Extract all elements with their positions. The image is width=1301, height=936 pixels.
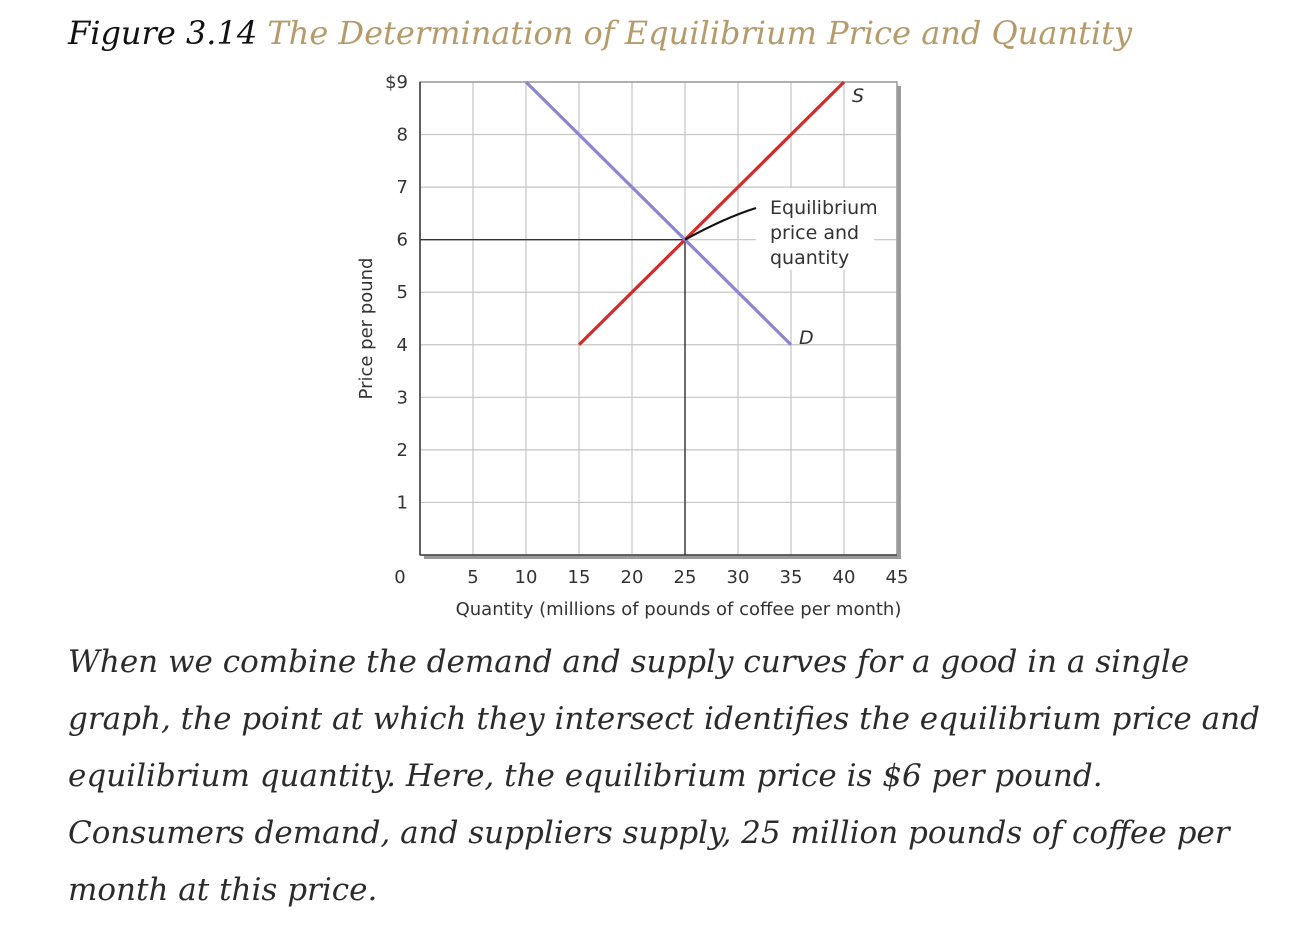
annotation-leader-line <box>684 206 757 241</box>
figure-number: Figure 3.14 <box>68 14 258 52</box>
x-tick-label-10: 10 <box>515 567 538 588</box>
y-tick-label-6: 6 <box>397 230 408 251</box>
annotation-background <box>756 188 874 270</box>
x-tick-label-30: 30 <box>727 567 750 588</box>
annot-layer: Equilibrium price and quantity <box>684 188 878 270</box>
series-line-s <box>577 80 846 346</box>
frame-layer <box>420 82 901 559</box>
y-tick-label-9: $9 <box>385 72 408 93</box>
annotation-line-3: quantity <box>770 247 849 269</box>
x-tick-label-15: 15 <box>568 567 591 588</box>
y-tick-label-8: 8 <box>397 125 408 146</box>
series-line-d <box>524 80 793 346</box>
series-layer: SD <box>524 80 864 349</box>
y-tick-label-3: 3 <box>397 387 408 408</box>
x-tick-label-5: 5 <box>467 567 478 588</box>
x-tick-label-0: 0 <box>394 567 405 588</box>
annotation-line-2: price and <box>770 222 859 244</box>
figure-name: The Determination of Equilibrium Price a… <box>267 14 1133 52</box>
x-tick-label-20: 20 <box>621 567 644 588</box>
guide-layer <box>420 238 686 555</box>
y-tick-label-2: 2 <box>397 440 408 461</box>
y-tick-label-7: 7 <box>397 177 408 198</box>
x-tick-label-25: 25 <box>674 567 697 588</box>
x-tick-label-40: 40 <box>833 567 856 588</box>
y-tick-label-5: 5 <box>397 282 408 303</box>
supply-curve-label: S <box>852 85 864 107</box>
demand-curve-label: D <box>799 327 814 349</box>
y-tick-label-4: 4 <box>397 335 408 356</box>
x-axis-label: Quantity (millions of pounds of coffee p… <box>456 599 902 620</box>
y-axis-label: Price per pound <box>356 258 377 400</box>
plot-background <box>420 82 897 555</box>
y-tick-label-1: 1 <box>397 492 408 513</box>
x-tick-label-35: 35 <box>780 567 803 588</box>
x-tick-label-45: 45 <box>886 567 909 588</box>
figure-title: Figure 3.14 The Determination of Equilib… <box>68 14 1132 52</box>
annotation-line-1: Equilibrium <box>770 197 878 219</box>
figure-caption: When we combine the demand and supply cu… <box>68 644 1260 908</box>
